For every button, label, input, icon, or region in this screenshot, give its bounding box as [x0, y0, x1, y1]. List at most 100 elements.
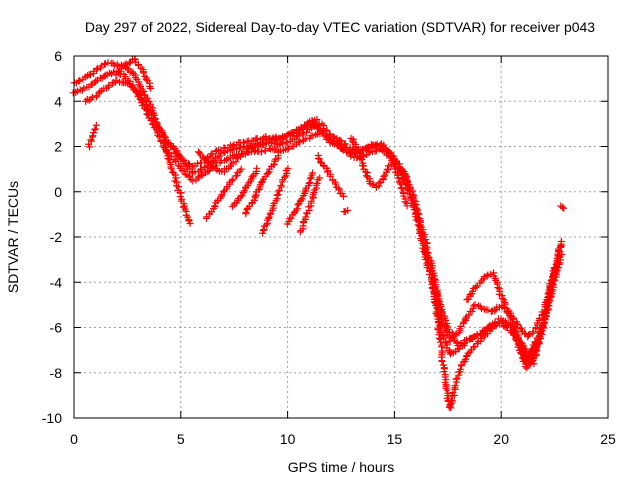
data-point [380, 172, 388, 180]
series-m [283, 169, 317, 228]
data-point [316, 174, 324, 182]
x-tick-label: 10 [280, 431, 296, 447]
data-point [270, 140, 278, 148]
data-point [128, 68, 136, 76]
data-point [414, 214, 422, 222]
data-point [184, 160, 192, 168]
data-point [445, 403, 453, 411]
data-point [449, 397, 457, 405]
series-t [510, 328, 539, 367]
data-point [305, 179, 313, 187]
data-point [76, 77, 84, 85]
series-r [390, 160, 411, 210]
data-point [142, 100, 150, 108]
data-point [141, 72, 149, 80]
series-o [314, 151, 347, 200]
data-point [189, 177, 197, 185]
data-point [87, 71, 95, 79]
series-h [159, 139, 194, 227]
data-point [296, 138, 304, 146]
data-point [142, 76, 150, 84]
data-point [488, 324, 496, 332]
data-point [318, 127, 326, 135]
data-point [452, 375, 460, 383]
data-point [92, 77, 100, 85]
data-point [463, 336, 471, 344]
data-point [242, 183, 250, 191]
data-point [196, 166, 204, 174]
data-point [80, 84, 88, 92]
data-point [396, 179, 404, 187]
data-point [314, 176, 322, 184]
y-tick-labels: -10 -8 -6 -4 -2 0 2 4 6 [42, 48, 62, 426]
series-b [69, 67, 566, 360]
data-point [259, 226, 267, 234]
data-point [284, 165, 292, 173]
data-point [301, 189, 309, 197]
data-point [140, 69, 148, 77]
data-point [208, 163, 216, 171]
data-point [285, 144, 293, 152]
y-tick-label: 4 [54, 93, 62, 109]
series-s [557, 202, 568, 212]
series-d [194, 115, 321, 176]
data-point [98, 62, 106, 70]
data-point [165, 156, 173, 164]
chart-title: Day 297 of 2022, Sidereal Day-to-day VTE… [85, 19, 595, 35]
x-tick-label: 15 [387, 431, 403, 447]
data-point [232, 158, 240, 166]
data-point [180, 156, 188, 164]
data-point [503, 308, 511, 316]
data-point [435, 334, 443, 342]
data-point [199, 153, 207, 161]
data-point [359, 146, 367, 154]
data-point [186, 219, 194, 227]
data-point [451, 382, 459, 390]
data-point [237, 193, 245, 201]
data-point [347, 152, 355, 160]
data-point [440, 368, 448, 376]
data-point [514, 343, 522, 351]
data-point [228, 203, 236, 211]
data-point [138, 97, 146, 105]
data-point [181, 202, 189, 210]
data-point [126, 59, 133, 67]
data-point [450, 333, 458, 341]
data-point [239, 138, 247, 146]
data-point [248, 173, 256, 181]
data-point [521, 329, 529, 337]
data-point [140, 88, 148, 96]
data-point [394, 174, 402, 182]
data-point [263, 221, 271, 229]
data-point [309, 169, 317, 177]
data-point [358, 156, 366, 164]
data-point [284, 145, 292, 153]
data-point [154, 123, 162, 131]
data-point [150, 114, 158, 122]
data-point [281, 173, 289, 181]
data-point [310, 122, 318, 130]
data-point [89, 132, 97, 140]
data-point [253, 140, 261, 148]
data-point [299, 130, 307, 138]
series-j [228, 164, 261, 211]
data-point [298, 195, 306, 203]
data-point [194, 160, 202, 168]
data-point [175, 183, 183, 191]
data-point [550, 265, 558, 273]
data-point [228, 177, 236, 185]
data-point [240, 139, 248, 147]
data-point [214, 153, 222, 161]
data-point [457, 340, 465, 348]
y-tick-label: -10 [42, 410, 62, 426]
data-point [113, 61, 121, 69]
data-point [180, 167, 188, 175]
data-point [315, 125, 323, 133]
data-point [290, 208, 298, 216]
data-point [444, 325, 452, 333]
data-point [248, 145, 256, 153]
series-u [112, 55, 155, 92]
data-point [550, 271, 558, 279]
series-f [463, 237, 565, 372]
y-axis-title: SDTVAR / TECUs [5, 181, 21, 293]
